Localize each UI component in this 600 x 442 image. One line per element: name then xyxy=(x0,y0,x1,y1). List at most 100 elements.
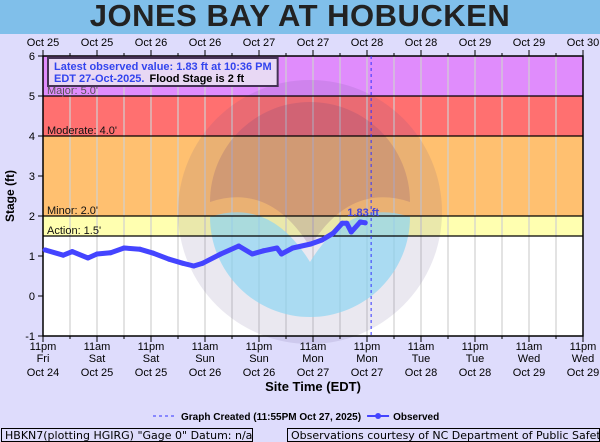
y-tick-label: 0 xyxy=(29,291,35,303)
observed-point xyxy=(279,251,284,257)
x-tick-label-day: Mon xyxy=(356,353,377,365)
observed-point xyxy=(236,243,242,249)
x-tick-label-day: Sat xyxy=(89,353,106,365)
x-tick-label-time: 11pm xyxy=(246,341,273,353)
x-tick-label-date: Oct 27 xyxy=(351,367,383,379)
observed-point xyxy=(60,252,66,258)
observed-point xyxy=(344,220,350,226)
y-tick-label: 3 xyxy=(29,171,35,183)
observed-series-line xyxy=(42,219,368,269)
observed-point xyxy=(249,251,255,257)
x-tick-label-time: 11pm xyxy=(354,341,381,353)
y-tick-label: 5 xyxy=(29,91,35,103)
observed-point xyxy=(166,256,172,262)
x-tick-label-date: Oct 28 xyxy=(459,367,491,379)
observed-point xyxy=(121,245,127,251)
x-tick-label-time: 11pm xyxy=(570,341,597,353)
latest-value-box xyxy=(47,57,279,87)
observed-point xyxy=(180,260,185,266)
x-tick-label-date: Oct 25 xyxy=(81,367,113,379)
observed-point xyxy=(319,237,325,243)
flood-stage-text: Flood Stage is 2 ft xyxy=(149,73,244,85)
x-tick-label-day: Sun xyxy=(249,353,269,365)
observed-point xyxy=(330,230,336,236)
x-tick-label-time: 11am xyxy=(408,341,435,353)
x-tick-label-date: Oct 29 xyxy=(513,367,545,379)
observed-point xyxy=(150,250,156,256)
x-tick-label-time: 11pm xyxy=(462,341,489,353)
x-top-tick-label: Oct 29 xyxy=(513,37,545,49)
legend-observed-marker xyxy=(375,413,382,419)
x-top-tick-label: Oct 29 xyxy=(459,37,491,49)
observed-point xyxy=(357,219,363,225)
observed-point xyxy=(274,245,280,251)
legend-observed-label: Observed xyxy=(393,412,439,423)
y-axis-label: Stage (ft) xyxy=(3,170,17,222)
flood-category-label: Minor: 2.0' xyxy=(47,205,98,217)
observed-point xyxy=(290,245,296,251)
x-tick-label-date: Oct 29 xyxy=(567,367,599,379)
x-tick-label-time: 11am xyxy=(84,341,111,353)
observed-point xyxy=(339,220,345,226)
observed-point xyxy=(308,241,314,247)
y-tick-label: -1 xyxy=(25,331,35,343)
observed-point xyxy=(85,255,91,261)
x-tick-label-time: 11pm xyxy=(138,341,165,353)
y-tick-label: 2 xyxy=(29,211,35,223)
legend-graph-created-label: Graph Created (11:55PM Oct 27, 2025) xyxy=(181,412,361,423)
x-tick-label-time: 11pm xyxy=(30,341,57,353)
x-tick-label-date: Oct 28 xyxy=(405,367,437,379)
title-bar: JONES BAY AT HOBUCKEN xyxy=(0,0,600,34)
observed-point xyxy=(261,248,266,254)
footer-gauge-info: HBKN7(plotting HGIRG) "Gage 0" Datum: n/… xyxy=(1,428,253,442)
x-tick-label-time: 11am xyxy=(516,341,543,353)
flood-category-label: Action: 1.5' xyxy=(47,225,101,237)
observed-point xyxy=(218,251,224,257)
observed-point xyxy=(200,260,206,266)
x-tick-label-day: Sat xyxy=(143,353,160,365)
footer-credits: Observations courtesy of NC Department o… xyxy=(287,428,600,442)
x-axis-label: Site Time (EDT) xyxy=(265,379,361,394)
x-tick-label-time: 11am xyxy=(300,341,327,353)
observed-point xyxy=(42,247,48,253)
observed-point xyxy=(69,249,75,255)
x-tick-label-day: Fri xyxy=(37,353,50,365)
x-top-tick-label: Oct 26 xyxy=(189,37,221,49)
x-tick-label-date: Oct 27 xyxy=(297,367,329,379)
x-top-tick-label: Oct 30 xyxy=(567,37,599,49)
x-tick-label-date: Oct 24 xyxy=(27,367,59,379)
x-tick-label-date: Oct 25 xyxy=(135,367,167,379)
last-value-label: 1.83 ft xyxy=(347,207,379,219)
observed-point xyxy=(348,229,354,235)
x-top-tick-label: Oct 25 xyxy=(27,37,59,49)
x-tick-label-time: 11am xyxy=(192,341,219,353)
y-tick-label: 6 xyxy=(29,51,35,63)
x-tick-label-day: Tue xyxy=(466,353,485,365)
x-tick-label-date: Oct 26 xyxy=(189,367,221,379)
x-top-tick-label: Oct 26 xyxy=(135,37,167,49)
flood-category-label: Moderate: 4.0' xyxy=(47,125,117,137)
x-top-tick-label: Oct 25 xyxy=(81,37,113,49)
x-top-tick-label: Oct 27 xyxy=(243,37,275,49)
observed-point xyxy=(108,250,113,256)
observed-point xyxy=(191,263,197,269)
x-tick-label-day: Wed xyxy=(518,353,540,365)
observed-point xyxy=(94,251,100,257)
x-top-tick-label: Oct 28 xyxy=(351,37,383,49)
x-tick-label-day: Sun xyxy=(195,353,215,365)
latest-value-text: Latest observed value: 1.83 ft at 10:36 … xyxy=(54,61,272,73)
x-tick-label-day: Tue xyxy=(412,353,431,365)
x-top-tick-label: Oct 27 xyxy=(297,37,329,49)
noaa-watermark-bird xyxy=(210,102,410,247)
chart-title: JONES BAY AT HOBUCKEN xyxy=(89,0,511,33)
x-tick-label-day: Wed xyxy=(572,353,594,365)
y-tick-label: 1 xyxy=(29,251,35,263)
flood-category-label: Major: 5.0' xyxy=(47,85,98,97)
observed-point xyxy=(137,246,143,252)
observed-point xyxy=(362,220,368,226)
latest-value-date: EDT 27-Oct-2025. xyxy=(54,73,144,85)
x-tick-label-date: Oct 26 xyxy=(243,367,275,379)
noaa-watermark-wave xyxy=(210,212,410,317)
x-top-tick-label: Oct 28 xyxy=(405,37,437,49)
